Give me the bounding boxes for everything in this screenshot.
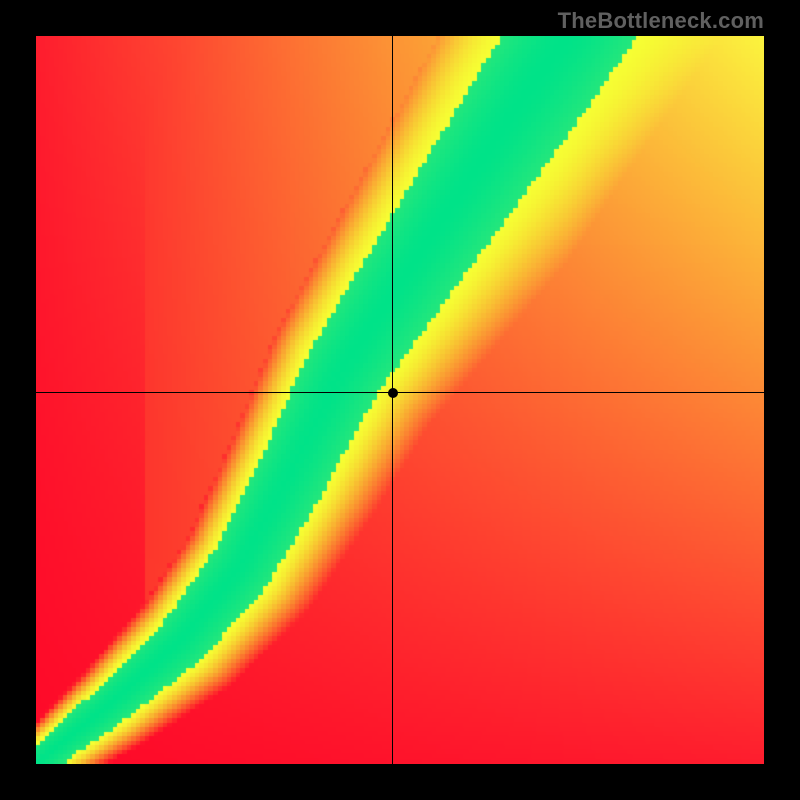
heatmap-plot (36, 36, 764, 764)
root: TheBottleneck.com (0, 0, 800, 800)
heatmap-canvas (36, 36, 764, 764)
crosshair-vertical (392, 36, 393, 764)
watermark-text: TheBottleneck.com (558, 8, 764, 34)
marker-dot (388, 388, 398, 398)
crosshair-horizontal (36, 392, 764, 393)
